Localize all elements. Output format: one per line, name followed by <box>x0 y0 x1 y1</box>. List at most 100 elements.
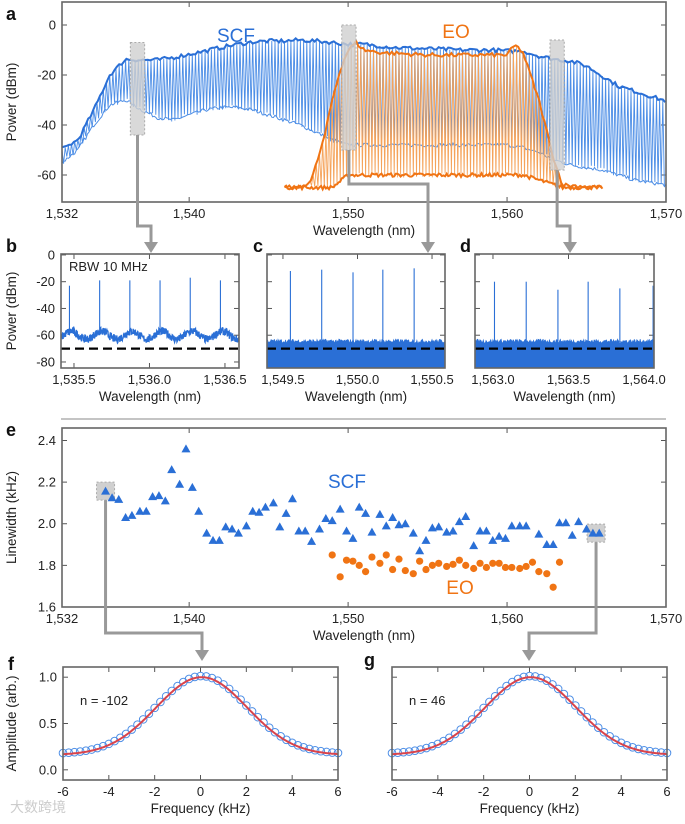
eo-linewidth-point <box>336 573 344 581</box>
eo-linewidth-point <box>376 559 384 567</box>
scf-linewidth-point <box>561 518 571 527</box>
scf-linewidth-point <box>588 528 598 537</box>
zoom-region-highlight <box>341 24 357 151</box>
scf-linewidth-point <box>208 535 218 544</box>
scf-linewidth-point <box>507 521 517 530</box>
x-tick-label: 0 <box>526 784 533 799</box>
eo-linewidth-point <box>349 557 357 565</box>
eo-linewidth-point <box>549 583 557 591</box>
scf-linewidth-point <box>469 541 479 550</box>
scf-linewidth-point <box>427 523 437 532</box>
eo-linewidth-point <box>428 561 436 569</box>
x-tick-label: -6 <box>386 784 398 799</box>
scf-linewidth-point <box>287 494 297 503</box>
x-tick-label: -2 <box>149 784 161 799</box>
y-tick-label: -20 <box>37 68 56 83</box>
arrowhead-icon <box>421 242 435 253</box>
measured-spectrum-point <box>247 707 257 716</box>
x-tick-label: -2 <box>478 784 490 799</box>
x-tick-label: 1,540 <box>173 611 206 626</box>
scf-linewidth-point <box>187 482 197 491</box>
eo-linewidth-point <box>501 563 510 572</box>
scf-linewidth-point <box>408 528 418 537</box>
arrowhead-icon <box>144 242 158 253</box>
scf-linewidth-point <box>521 521 531 530</box>
measured-spectrum-point <box>553 684 563 694</box>
x-axis-label: Frequency (kHz) <box>151 801 251 816</box>
scf-linewidth-point <box>461 511 471 520</box>
x-tick-label: 2 <box>243 784 250 799</box>
x-axis-label: Wavelength (nm) <box>305 389 407 404</box>
scf-linewidth-point <box>160 496 170 505</box>
noise-trace <box>61 325 239 345</box>
scf-linewidth-point <box>375 509 385 518</box>
scf-linewidth-point <box>400 519 410 528</box>
eo-series-label: EO <box>446 578 473 599</box>
y-tick-label: 1.0 <box>39 670 57 685</box>
y-axis-label: Amplitude (arb.) <box>4 675 19 771</box>
panel-g-axes <box>391 667 668 780</box>
x-tick-label: 1,536.0 <box>128 372 171 387</box>
zoom-region-highlight <box>129 42 146 136</box>
comb-index-annotation: n = 46 <box>409 693 446 708</box>
eo-linewidth-point <box>342 556 351 564</box>
scf-linewidth-point <box>434 522 444 531</box>
eo-linewidth-point <box>435 559 443 567</box>
scf-linewidth-point <box>335 504 345 513</box>
x-tick-label: 6 <box>663 784 670 799</box>
measured-spectrum-point <box>576 707 586 716</box>
scf-linewidth-point <box>294 526 304 535</box>
scf-linewidth-point <box>154 491 164 500</box>
scf-linewidth-point <box>327 516 337 525</box>
scf-linewidth-point <box>542 540 552 549</box>
measured-spectrum-point <box>548 680 557 689</box>
scf-series-label: SCF <box>328 472 366 493</box>
zoom-connector-arrow <box>555 170 572 244</box>
y-tick-label: -40 <box>36 301 55 316</box>
measured-spectrum-point <box>150 703 159 713</box>
plot-frame <box>391 666 668 781</box>
y-axis-label: Power (dBm) <box>4 272 19 351</box>
measured-spectrum-point <box>156 697 165 707</box>
eo-upper-envelope <box>284 38 603 191</box>
selection-connector-arrow <box>527 542 598 652</box>
scf-lower-envelope <box>62 99 666 188</box>
scf-linewidth-point <box>415 546 425 555</box>
x-axis-label: Frequency (kHz) <box>480 801 580 816</box>
scf-linewidth-point <box>394 520 404 529</box>
scf-linewidth-point <box>488 535 498 544</box>
scf-linewidth-point <box>515 521 525 530</box>
measured-spectrum-point <box>588 718 597 727</box>
plot-frame <box>266 253 446 369</box>
scf-linewidth-point <box>548 540 558 549</box>
measured-spectrum-point <box>270 727 280 737</box>
y-axis-label: Linewidth (kHz) <box>4 471 19 564</box>
panel-f-axes <box>62 667 339 780</box>
scf-linewidth-point <box>214 535 224 544</box>
y-tick-label: 0.5 <box>39 716 57 731</box>
panel-label-b: b <box>6 236 17 256</box>
measured-spectrum-point <box>559 689 569 699</box>
plot-frame <box>62 666 339 781</box>
plot-frame <box>60 253 240 369</box>
x-tick-label: 1,550.5 <box>410 372 453 387</box>
scf-linewidth-point <box>175 479 185 488</box>
y-tick-label: -40 <box>37 118 56 133</box>
measured-spectrum-point <box>144 709 154 719</box>
scf-linewidth-point <box>260 502 270 511</box>
x-tick-label: 1,570 <box>650 611 683 626</box>
x-tick-label: 1,564.0 <box>622 372 665 387</box>
eo-linewidth-point <box>528 558 537 566</box>
eo-linewidth-point <box>395 555 403 563</box>
scf-linewidth-point <box>121 513 131 521</box>
scf-linewidth-point <box>388 513 398 521</box>
x-tick-label: 4 <box>618 784 625 799</box>
x-tick-label: 4 <box>289 784 296 799</box>
eo-linewidth-point <box>328 551 336 559</box>
scf-linewidth-point <box>567 530 577 539</box>
x-tick-label: 6 <box>334 784 341 799</box>
x-axis-label: Wavelength (nm) <box>313 223 415 238</box>
measured-spectrum-point <box>127 725 137 734</box>
x-tick-label: 1,563.0 <box>471 372 514 387</box>
scf-linewidth-point <box>248 506 258 515</box>
